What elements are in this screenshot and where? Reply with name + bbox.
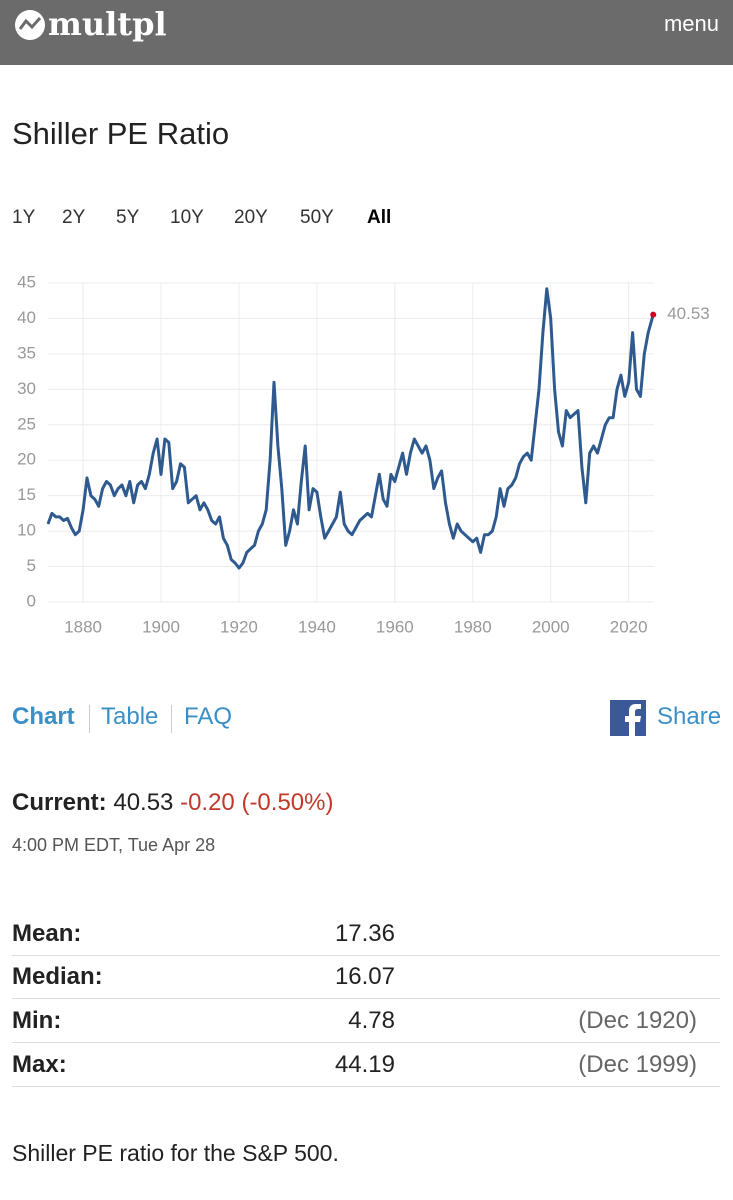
y-tick-label: 20 (17, 450, 36, 469)
stat-value: 17.36 (334, 920, 395, 947)
description: Shiller PE ratio for the S&P 500. (12, 1140, 339, 1166)
x-tick-label: 1900 (142, 617, 180, 636)
y-tick-label: 0 (27, 591, 36, 610)
tab[interactable]: FAQ (184, 703, 233, 730)
current-value: 40.53 (113, 789, 174, 816)
last-value-label: 40.53 (667, 304, 710, 323)
y-tick-label: 35 (17, 343, 36, 362)
stat-row: Max: 44.19 (Dec 1999) (12, 1043, 720, 1087)
stat-row: Median: 16.07 (12, 955, 720, 999)
x-tick-label: 1880 (64, 617, 102, 636)
x-tick-label: 1980 (454, 617, 492, 636)
y-tick-label: 40 (17, 308, 36, 327)
stat-value: 44.19 (334, 1051, 395, 1078)
range-button[interactable]: 20Y (234, 207, 268, 228)
x-tick-label: 1920 (220, 617, 258, 636)
divider (89, 705, 90, 733)
range-button[interactable]: 50Y (300, 207, 334, 228)
facebook-icon[interactable] (610, 700, 646, 736)
menu[interactable]: menu (663, 11, 719, 36)
current-change: -0.20 (-0.50%) (180, 789, 334, 816)
stat-label: Median: (12, 963, 103, 990)
x-tick-label: 1940 (298, 617, 336, 636)
range-button[interactable]: 10Y (170, 207, 204, 228)
tab[interactable]: Table (101, 703, 159, 730)
x-tick-label: 2000 (532, 617, 570, 636)
y-tick-label: 30 (17, 379, 36, 398)
stat-label: Mean: (12, 920, 82, 947)
timestamp: 4:00 PM EDT, Tue Apr 28 (12, 835, 216, 855)
header: multpl menu (0, 0, 733, 65)
brand[interactable]: multpl (48, 5, 167, 43)
logo-icon (15, 10, 45, 40)
line (46, 287, 655, 570)
x-tick-label: 2020 (610, 617, 648, 636)
range-button[interactable]: 2Y (62, 207, 86, 228)
last-point (650, 311, 657, 318)
stat-date: (Dec 1920) (578, 1007, 697, 1034)
stat-row: Min: 4.78 (Dec 1920) (12, 999, 720, 1043)
current: Current: 40.53 -0.20 (-0.50%) (12, 789, 333, 817)
range-button[interactable]: All (367, 207, 392, 228)
range-button[interactable]: 5Y (116, 207, 140, 228)
x-tick-label: 1960 (376, 617, 414, 636)
y-tick-label: 25 (17, 414, 36, 433)
range-button[interactable]: 1Y (12, 207, 36, 228)
chart: 0 5 10 15 20 25 30 35 40 45 1880 1900 1920 1940 1960 19… (17, 272, 710, 636)
stat-value: 4.78 (348, 1007, 395, 1034)
y-tick-label: 15 (17, 485, 36, 504)
stat-row: Mean: 17.36 (12, 912, 720, 956)
stat-label: Max: (12, 1051, 67, 1078)
stat-value: 16.07 (334, 963, 395, 990)
tab[interactable]: Chart (12, 703, 75, 730)
y-tick-label: 5 (27, 556, 36, 575)
y-tick-label: 10 (17, 521, 36, 540)
stat-label: Min: (12, 1007, 62, 1034)
y-tick-label: 45 (17, 272, 36, 291)
divider (171, 705, 172, 733)
page-title: Shiller PE Ratio (12, 116, 230, 151)
share[interactable]: Share (657, 703, 722, 730)
stat-date: (Dec 1999) (578, 1051, 697, 1078)
current-label: Current: (12, 789, 107, 816)
